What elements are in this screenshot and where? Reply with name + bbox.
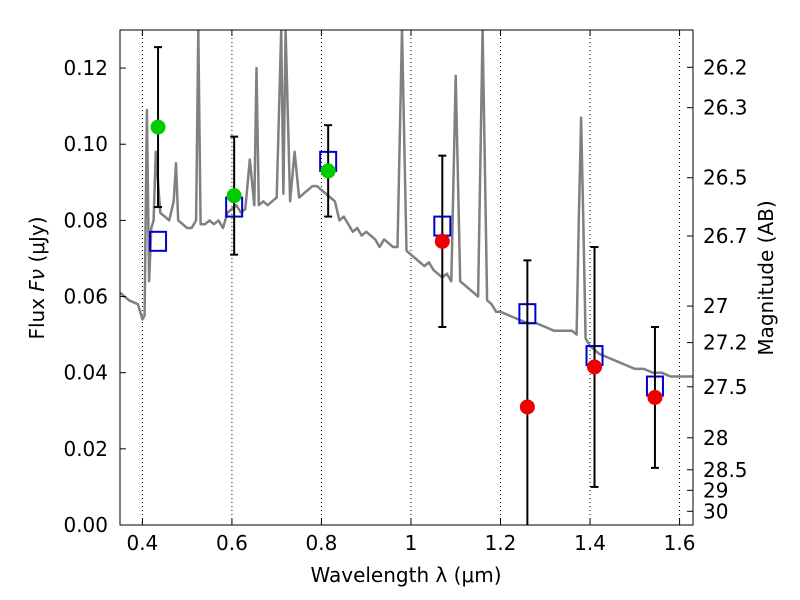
grid-lines xyxy=(141,30,681,525)
y-tick-label: 0.12 xyxy=(63,56,108,80)
y-tick-label: 0.10 xyxy=(63,132,108,156)
sed-model-line xyxy=(120,30,693,378)
plot-frame xyxy=(119,29,694,526)
mag-tick-label: 26.7 xyxy=(703,224,748,248)
observed-photometry-point xyxy=(587,359,603,375)
observed-photometry-point xyxy=(320,163,336,179)
observed-photometry-point xyxy=(150,119,166,135)
y-tick-label: 0.00 xyxy=(63,513,108,537)
y2-axis-label: Magnitude (AB) xyxy=(754,200,778,355)
x-tick-label: 1.4 xyxy=(574,531,606,555)
observed-photometry-point xyxy=(519,399,535,415)
mag-tick-label: 26.2 xyxy=(703,55,748,79)
observed-photometry-point xyxy=(647,389,663,405)
plot-area xyxy=(120,30,693,525)
y-axis-label-math: Fν xyxy=(25,269,49,292)
x-tick-label: 1.2 xyxy=(485,531,517,555)
svg-text:Flux Fν (μJy): Flux Fν (μJy) xyxy=(25,216,49,339)
mag-tick-label: 26.5 xyxy=(703,166,748,190)
mag-tick-label: 27 xyxy=(703,294,728,318)
y-tick-label: 0.02 xyxy=(63,437,108,461)
x-tick-label: 0.8 xyxy=(306,531,338,555)
observed-photometry-point xyxy=(434,233,450,249)
observed-photometry-point xyxy=(226,188,242,204)
model-photometry-square xyxy=(149,230,168,252)
x-tick-label: 0.4 xyxy=(126,531,158,555)
y-tick-label: 0.06 xyxy=(63,285,108,309)
y-tick-label: 0.08 xyxy=(63,208,108,232)
mag-tick-label: 27.2 xyxy=(703,331,748,355)
mag-tick-label: 26.3 xyxy=(703,96,748,120)
y-axis-label-prefix: Flux xyxy=(25,292,49,340)
mag-tick-label: 30 xyxy=(703,499,728,523)
mag-tick-label: 28 xyxy=(703,426,728,450)
y-axis-label: Flux Fν (μJy) xyxy=(25,216,49,339)
mag-tick-label: 27.5 xyxy=(703,375,748,399)
y-axis-label-suffix: (μJy) xyxy=(25,216,49,268)
mag-tick-label: 29 xyxy=(703,478,728,502)
axis-ticks: 0.4 0.6 0.8 1 1.2 1.4 1.6 0.00 0.02 0.04 0.06 0.08 0… xyxy=(63,30,748,555)
x-tick-label: 0.6 xyxy=(216,531,248,555)
x-tick-label: 1.6 xyxy=(664,531,696,555)
mag-tick-label: 28.5 xyxy=(703,458,748,482)
x-tick-label: 1 xyxy=(405,531,418,555)
x-axis-label: Wavelength λ (μm) xyxy=(310,563,501,587)
y-tick-label: 0.04 xyxy=(63,361,108,385)
